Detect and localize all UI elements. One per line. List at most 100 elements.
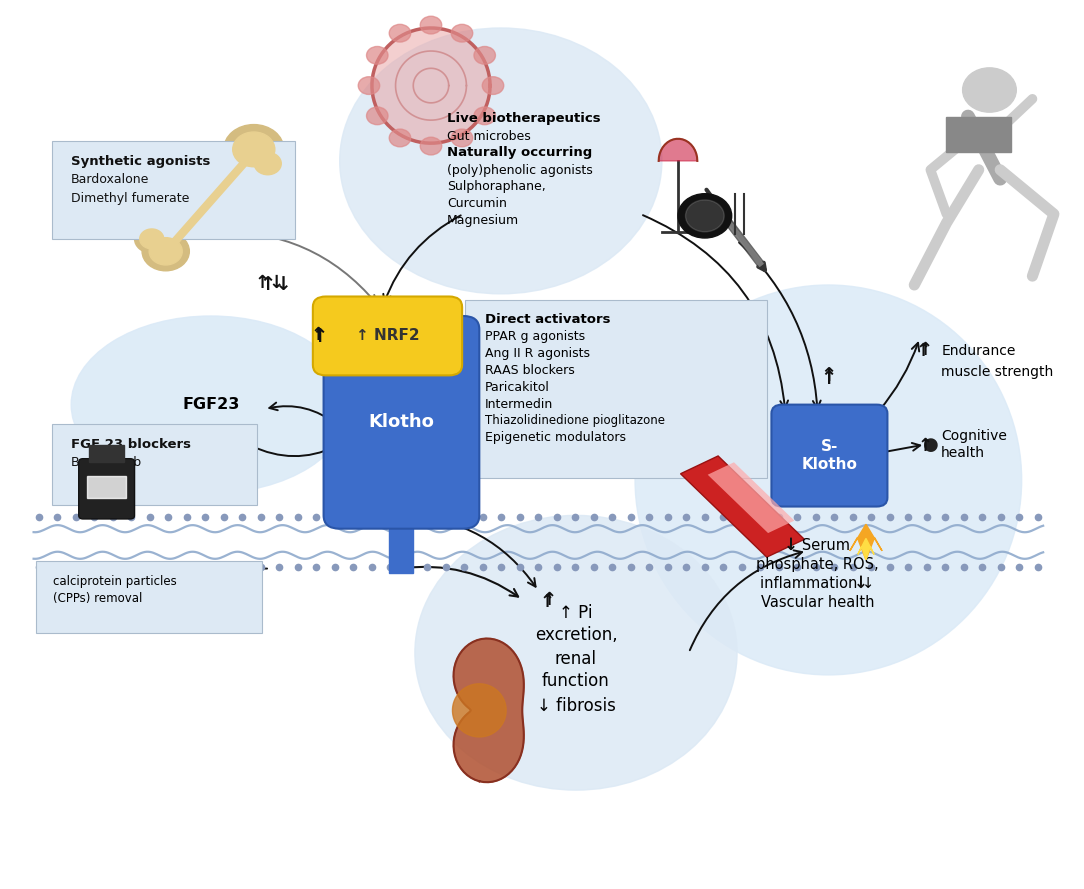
Text: ↑: ↑ (540, 593, 555, 612)
Text: Gut microbes: Gut microbes (447, 130, 531, 143)
Text: ↑: ↑ (917, 437, 932, 455)
Text: Magnesium: Magnesium (447, 214, 519, 227)
FancyBboxPatch shape (324, 316, 479, 529)
FancyBboxPatch shape (772, 404, 888, 507)
Text: Synthetic agonists: Synthetic agonists (72, 155, 210, 168)
Text: Paricakitol: Paricakitol (485, 380, 550, 394)
Circle shape (366, 107, 388, 124)
Text: ↑: ↑ (542, 590, 557, 609)
Ellipse shape (635, 285, 1022, 675)
Text: Naturally occurring: Naturally occurring (447, 146, 592, 159)
Circle shape (482, 76, 504, 94)
Text: ↑: ↑ (821, 369, 837, 388)
Text: RAAS blockers: RAAS blockers (485, 364, 575, 377)
Text: ↓ Serum: ↓ Serum (785, 538, 850, 553)
Text: Burosumab: Burosumab (72, 456, 142, 469)
Polygon shape (850, 525, 882, 560)
Circle shape (451, 129, 473, 147)
Bar (90, 444, 124, 462)
Circle shape (366, 46, 388, 64)
Polygon shape (708, 462, 795, 533)
Circle shape (248, 148, 287, 180)
Circle shape (223, 124, 284, 174)
Polygon shape (452, 684, 506, 737)
Text: Vascular health: Vascular health (761, 595, 875, 610)
FancyBboxPatch shape (52, 424, 257, 505)
Bar (946, 116, 1011, 152)
Text: Cognitive: Cognitive (941, 428, 1007, 443)
Text: ↑ Pi: ↑ Pi (559, 604, 593, 622)
Circle shape (421, 16, 441, 34)
Ellipse shape (339, 28, 662, 294)
FancyBboxPatch shape (79, 459, 134, 519)
Text: Klotho: Klotho (369, 413, 435, 431)
Text: Dimethyl fumerate: Dimethyl fumerate (72, 192, 190, 205)
Circle shape (142, 232, 190, 271)
FancyBboxPatch shape (465, 300, 767, 478)
Text: Live biotherapeutics: Live biotherapeutics (447, 112, 601, 125)
Text: phosphate, ROS,: phosphate, ROS, (757, 557, 879, 572)
Text: Thiazolidinedione pioglitazone: Thiazolidinedione pioglitazone (485, 414, 664, 428)
Circle shape (358, 76, 379, 94)
Circle shape (474, 46, 495, 64)
Text: function: function (542, 672, 610, 690)
Circle shape (451, 24, 473, 42)
Circle shape (140, 229, 164, 249)
Text: muscle strength: muscle strength (941, 364, 1054, 379)
Circle shape (421, 137, 441, 155)
Text: health: health (941, 446, 985, 461)
Text: ↑: ↑ (311, 326, 326, 345)
Polygon shape (681, 456, 804, 557)
Circle shape (389, 129, 411, 147)
Text: ●: ● (922, 436, 939, 453)
Text: renal: renal (555, 650, 597, 669)
Text: inflammation ↓: inflammation ↓ (761, 576, 875, 590)
Polygon shape (857, 539, 874, 560)
Text: Direct activators: Direct activators (485, 313, 610, 326)
Circle shape (389, 24, 411, 42)
FancyBboxPatch shape (313, 297, 462, 375)
Text: (poly)phenolic agonists: (poly)phenolic agonists (447, 164, 593, 177)
Text: Intermedin: Intermedin (485, 397, 553, 411)
Text: Bardoxalone: Bardoxalone (72, 173, 150, 187)
Text: ↓: ↓ (853, 574, 867, 592)
Polygon shape (659, 139, 697, 161)
Text: calciprotein particles: calciprotein particles (53, 575, 177, 588)
Text: Ang II R agonists: Ang II R agonists (485, 347, 590, 360)
Text: ↑: ↑ (915, 342, 930, 360)
Ellipse shape (415, 516, 737, 790)
Text: PPAR g agonists: PPAR g agonists (485, 330, 584, 343)
Text: Sulphoraphane,: Sulphoraphane, (447, 180, 546, 194)
Circle shape (474, 107, 495, 124)
Text: ↑↓: ↑↓ (255, 274, 285, 292)
Text: ↑: ↑ (917, 340, 932, 358)
Text: Epigenetic modulators: Epigenetic modulators (485, 431, 625, 444)
Bar (389, 511, 413, 573)
Text: ↑↓: ↑↓ (259, 276, 292, 294)
Circle shape (150, 237, 182, 265)
Text: ↓: ↓ (784, 536, 798, 554)
Polygon shape (372, 28, 490, 143)
Text: (CPPs) removal: (CPPs) removal (53, 591, 142, 605)
Circle shape (134, 225, 169, 253)
Text: FGF23: FGF23 (182, 397, 240, 412)
FancyBboxPatch shape (52, 140, 295, 239)
Circle shape (255, 152, 281, 175)
Text: Endurance: Endurance (941, 344, 1016, 358)
Circle shape (963, 68, 1017, 112)
Ellipse shape (72, 316, 350, 493)
FancyBboxPatch shape (36, 562, 262, 633)
Text: excretion,: excretion, (534, 626, 617, 645)
Circle shape (685, 200, 724, 232)
Text: FGF 23 blockers: FGF 23 blockers (72, 438, 191, 452)
Circle shape (233, 132, 275, 167)
Text: ↑: ↑ (311, 327, 327, 346)
Polygon shape (453, 638, 524, 782)
Text: ↓ fibrosis: ↓ fibrosis (537, 697, 616, 715)
Text: Curcumin: Curcumin (447, 197, 507, 210)
Circle shape (678, 194, 732, 238)
Text: S-
Klotho: S- Klotho (801, 439, 857, 472)
Text: ↑: ↑ (821, 366, 837, 385)
Text: ↑ NRF2: ↑ NRF2 (356, 328, 420, 343)
Bar (88, 476, 126, 498)
